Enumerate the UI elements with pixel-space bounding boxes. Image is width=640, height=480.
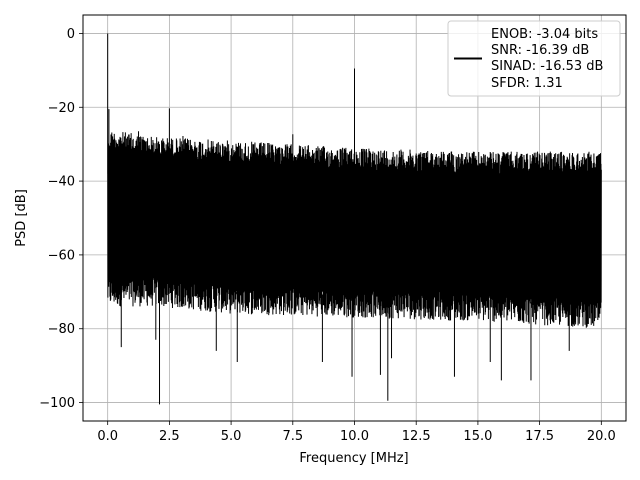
- y-tick-label: −20: [48, 101, 75, 116]
- y-tick-label: −40: [48, 175, 75, 190]
- data-series: [107, 33, 602, 405]
- x-tick-label: 0.0: [97, 429, 118, 444]
- y-tick-label: −80: [48, 322, 75, 337]
- x-axis-ticks: 0.0 2.5 5.0 7.5 10.0 12.5 15.0 17.5 20.0: [97, 421, 616, 444]
- x-tick-label: 12.5: [402, 429, 431, 444]
- legend-box: [447, 20, 621, 97]
- y-tick-label: −100: [39, 396, 75, 411]
- x-tick-label: 5.0: [221, 429, 242, 444]
- y-axis-ticks: 0 −20 −40 −60 −80 −100: [39, 27, 83, 411]
- legend: ENOB: -3.04 bits SNR: -16.39 dB SINAD: -…: [447, 20, 621, 97]
- x-tick-label: 15.0: [463, 429, 492, 444]
- y-tick-label: −60: [48, 248, 75, 263]
- x-tick-label: 20.0: [587, 429, 616, 444]
- x-tick-label: 2.5: [159, 429, 180, 444]
- legend-line-sfdr: SFDR: 1.31: [491, 76, 563, 91]
- psd-line: [107, 33, 602, 405]
- y-axis-label: PSD [dB]: [14, 189, 29, 247]
- x-tick-label: 10.0: [340, 429, 369, 444]
- x-tick-label: 7.5: [282, 429, 303, 444]
- x-tick-label: 17.5: [525, 429, 554, 444]
- legend-line-sinad: SINAD: -16.53 dB: [491, 59, 603, 74]
- y-tick-label: 0: [67, 27, 75, 42]
- legend-line-enob: ENOB: -3.04 bits: [491, 27, 598, 42]
- x-axis-label: Frequency [MHz]: [299, 451, 408, 466]
- legend-line-snr: SNR: -16.39 dB: [491, 43, 589, 58]
